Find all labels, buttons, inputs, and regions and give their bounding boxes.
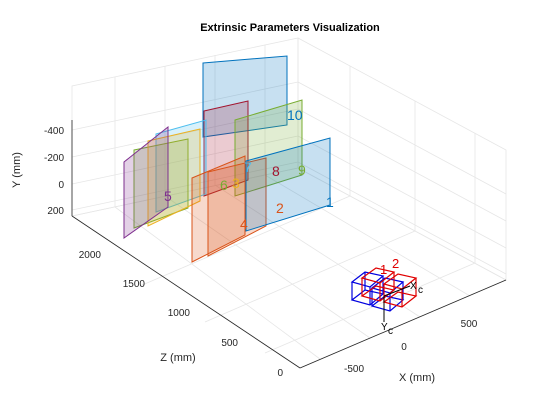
calibration-plane-2 — [207, 157, 267, 257]
z-axis-label: Z (mm) — [160, 352, 195, 364]
y-axis: -400 -200 0 200 Y (mm) — [11, 126, 64, 217]
calibration-plane-8 — [203, 100, 249, 197]
z-tick-label: 1000 — [168, 308, 191, 319]
x-tick-label: 0 — [401, 342, 407, 353]
camera-body-red — [360, 267, 418, 308]
calibration-planes: 10 8 9 76 3 5 4 2 1 — [123, 55, 334, 263]
y-tick-label: 0 — [58, 180, 64, 191]
camera-axis-y-label: Y — [381, 322, 388, 333]
plane-label-9: 9 — [298, 162, 306, 178]
camera-x-axis — [383, 285, 411, 297]
y-tick-label: -400 — [44, 126, 64, 137]
plane-label-7: 7 — [244, 159, 252, 175]
camera-label-1: 1 — [380, 262, 387, 277]
z-tick-label: 500 — [221, 338, 238, 349]
z-axis: 0 500 1000 1500 2000 Z (mm) — [79, 250, 284, 379]
x-tick-label: -500 — [344, 364, 364, 375]
plane-label-10: 10 — [287, 107, 303, 123]
camera-axis-x-sub: c — [418, 285, 423, 296]
calibration-plane-4 — [191, 155, 246, 263]
calibration-plane-1 — [245, 137, 331, 232]
calibration-plane-5 — [123, 125, 169, 239]
plane-label-1: 1 — [326, 194, 334, 210]
camera-axis-x-label: X — [410, 281, 417, 292]
plane-label-4: 4 — [240, 216, 248, 232]
plane-label-3: 3 — [232, 175, 240, 191]
z-tick-label: 0 — [277, 368, 283, 379]
y-tick-label: 200 — [47, 206, 64, 217]
camera-label-2: 2 — [392, 256, 399, 271]
calibration-plane-10 — [202, 55, 288, 138]
plane-label-6: 6 — [220, 177, 228, 193]
z-tick-label: 1500 — [123, 279, 146, 290]
axis-frame — [71, 120, 507, 369]
z-tick-label: 2000 — [79, 250, 102, 261]
y-axis-label: Y (mm) — [11, 152, 23, 188]
camera-model: 1 2 X c Y c — [350, 256, 423, 337]
x-axis: -500 0 500 X (mm) — [344, 319, 478, 384]
calibration-plane-9 — [234, 99, 303, 197]
chart-title: Extrinsic Parameters Visualization — [200, 22, 380, 34]
camera-axis-y-sub: c — [388, 326, 393, 337]
x-tick-label: 500 — [461, 319, 478, 330]
plane-label-2: 2 — [276, 200, 284, 216]
plane-label-8: 8 — [272, 163, 280, 179]
plane-label-5: 5 — [164, 188, 172, 204]
x-axis-label: X (mm) — [399, 372, 435, 384]
calibration-plane-3 — [147, 128, 201, 227]
y-tick-label: -200 — [44, 153, 64, 164]
